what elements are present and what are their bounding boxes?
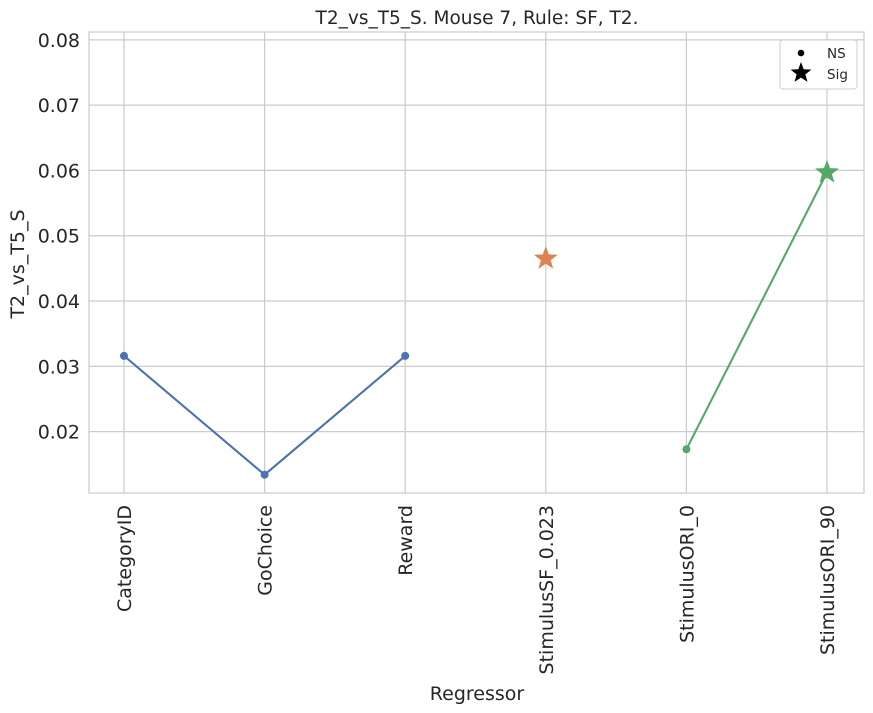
x-tick-label: StimulusORI_0 [676,505,698,643]
ns-dot-point [401,351,410,360]
x-tick-labels: CategoryID GoChoice Reward StimulusSF_0.023… [114,505,839,674]
y-tick-label: 0.06 [38,160,80,182]
series-2 [682,159,839,454]
x-tick-label: StimulusORI_90 [817,505,839,655]
y-tick-labels: 0.02 0.03 0.04 0.05 0.06 0.07 0.08 [38,30,80,444]
y-gridlines [89,39,864,433]
ns-dot-point [260,470,269,479]
sig-star-point [533,246,558,269]
x-axis-label: Regressor [430,683,525,705]
ns-dot-point [682,445,691,454]
legend-ns-dot-icon [797,49,805,57]
x-tick-label: GoChoice [255,505,277,596]
plot-frame [88,31,865,494]
legend: NS Sig [779,39,858,90]
sig-star-point [815,159,839,183]
y-tick-label: 0.02 [38,422,80,444]
series-layer [120,159,839,479]
y-tick-label: 0.03 [38,356,80,378]
y-tick-label: 0.04 [38,291,80,313]
ns-dot-point [120,351,128,360]
x-tick-label: StimulusSF_0.023 [536,505,558,674]
series-line [685,171,828,450]
y-tick-label: 0.08 [38,30,80,52]
legend-label-ns: NS [827,46,846,62]
x-tick-label: Reward [395,505,417,576]
chart-title: T2_vs_T5_S. Mouse 7, Rule: SF, T2. [315,8,639,29]
x-tick-label: CategoryID [114,505,136,612]
legend-sig-star-icon [790,62,812,82]
legend-label-sig: Sig [827,67,848,83]
y-axis-label: T2_vs_T5_S [7,209,29,319]
series-1 [533,246,558,269]
y-tick-label: 0.05 [38,226,80,248]
y-tick-label: 0.07 [38,95,80,117]
series-0 [120,351,410,479]
